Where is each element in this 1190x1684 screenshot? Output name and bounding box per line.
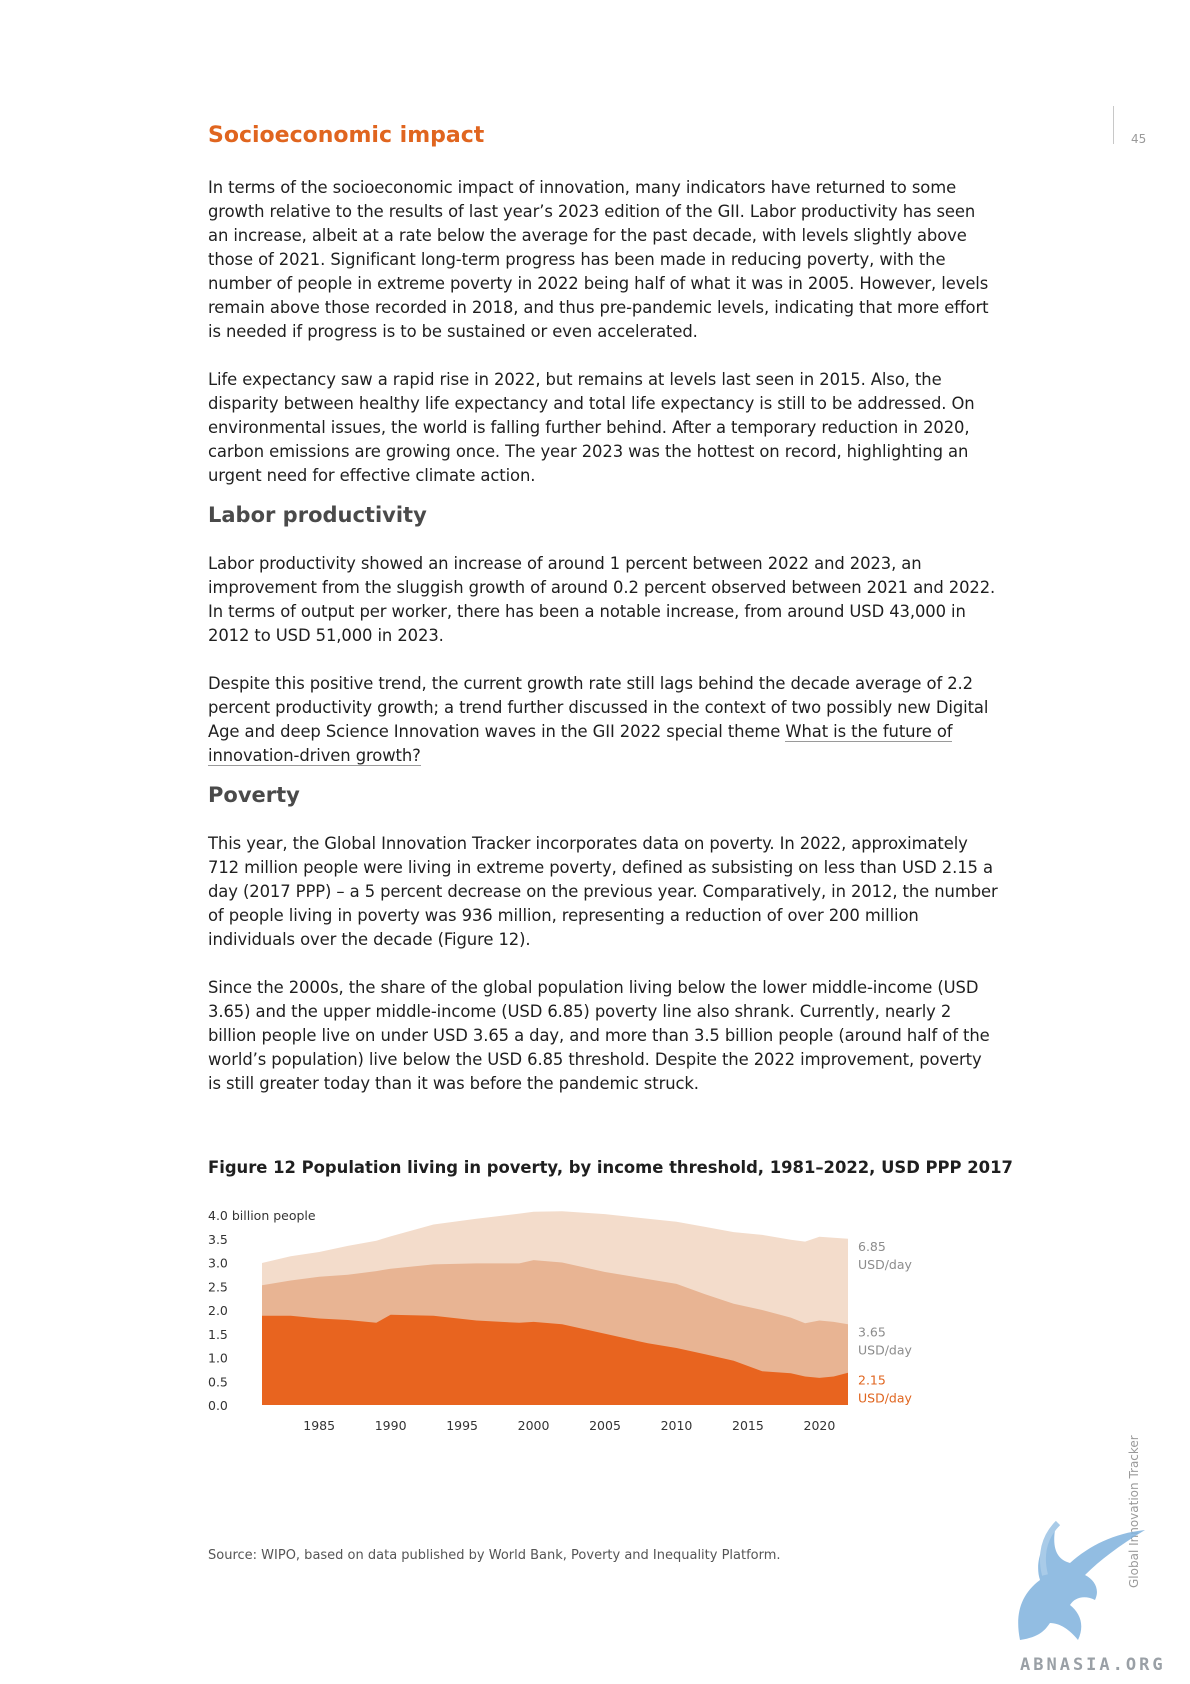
series-label: 2.15 [858, 1373, 886, 1388]
page-number: 45 [1131, 132, 1147, 146]
gii-special-theme-link[interactable]: What is the future of innovation-driven … [208, 722, 953, 766]
labor-paragraph-1: Labor productivity showed an increase of… [208, 554, 996, 645]
y-tick-label: 3.0 [208, 1256, 228, 1271]
y-tick-label: 0.5 [208, 1374, 228, 1389]
y-tick-label: 2.0 [208, 1303, 228, 1318]
poverty-area-chart: 0.0 0.5 1.0 1.5 2.0 2.5 3.0 3.5 4.0 billion peop… [208, 1208, 913, 1433]
series-label: 3.65 [858, 1324, 886, 1339]
watermark-text: ABNASIA.ORG [1020, 1655, 1166, 1675]
y-tick-label: 1.0 [208, 1351, 228, 1366]
series-label: USD/day [858, 1391, 913, 1406]
poverty-paragraph-2: Since the 2000s, the share of the global… [208, 978, 990, 1093]
x-tick-label: 1990 [375, 1418, 407, 1433]
x-tick-label: 2005 [589, 1418, 621, 1433]
y-tick-label: 0.0 [208, 1398, 228, 1413]
labor-paragraph-2: Despite this positive trend, the current… [208, 672, 998, 768]
y-tick-label: 2.5 [208, 1279, 228, 1294]
series-label: USD/day [858, 1342, 913, 1357]
header-rule [1113, 106, 1114, 144]
x-tick-label: 1985 [303, 1418, 335, 1433]
pegasus-logo-icon [1018, 1520, 1145, 1640]
x-tick-label: 1995 [446, 1418, 478, 1433]
figure-source: Source: WIPO, based on data published by… [208, 1548, 781, 1563]
figure-title: Figure 12 Population living in poverty, … [208, 1158, 1013, 1177]
y-tick-label: 3.5 [208, 1232, 228, 1247]
x-tick-label: 2020 [804, 1418, 836, 1433]
series-label: USD/day [858, 1257, 913, 1272]
intro-paragraph-1: In terms of the socioeconomic impact of … [208, 178, 989, 341]
series-label: 6.85 [858, 1239, 886, 1254]
poverty-heading: Poverty [208, 783, 300, 807]
intro-paragraph-2: Life expectancy saw a rapid rise in 2022… [208, 370, 975, 485]
labor-paragraph-2-text: Despite this positive trend, the current… [208, 674, 989, 741]
x-tick-label: 2000 [518, 1418, 550, 1433]
x-tick-label: 2010 [661, 1418, 693, 1433]
y-tick-label: 4.0 billion people [208, 1208, 316, 1223]
y-tick-label: 1.5 [208, 1327, 228, 1342]
x-tick-label: 2015 [732, 1418, 764, 1433]
poverty-paragraph-1: This year, the Global Innovation Tracker… [208, 834, 998, 949]
area-series-2-15 [262, 1314, 848, 1405]
labor-productivity-heading: Labor productivity [208, 503, 427, 527]
section-title: Socioeconomic impact [208, 123, 485, 148]
article-body: Socioeconomic impact In terms of the soc… [208, 118, 998, 1096]
